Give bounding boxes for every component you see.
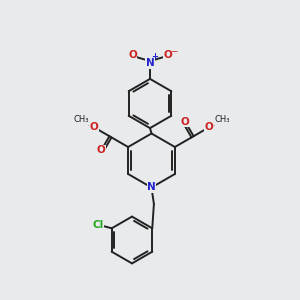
Text: O: O — [97, 146, 106, 155]
Text: +: + — [151, 52, 158, 61]
Text: N: N — [146, 58, 154, 68]
Text: O: O — [128, 50, 137, 60]
Text: Cl: Cl — [93, 220, 104, 230]
Text: O: O — [204, 122, 213, 133]
Text: −: − — [170, 46, 178, 55]
Text: CH₃: CH₃ — [214, 115, 230, 124]
Text: O: O — [163, 50, 172, 60]
Text: CH₃: CH₃ — [73, 115, 88, 124]
Text: N: N — [147, 182, 156, 193]
Text: O: O — [181, 117, 190, 127]
Text: O: O — [90, 122, 99, 133]
